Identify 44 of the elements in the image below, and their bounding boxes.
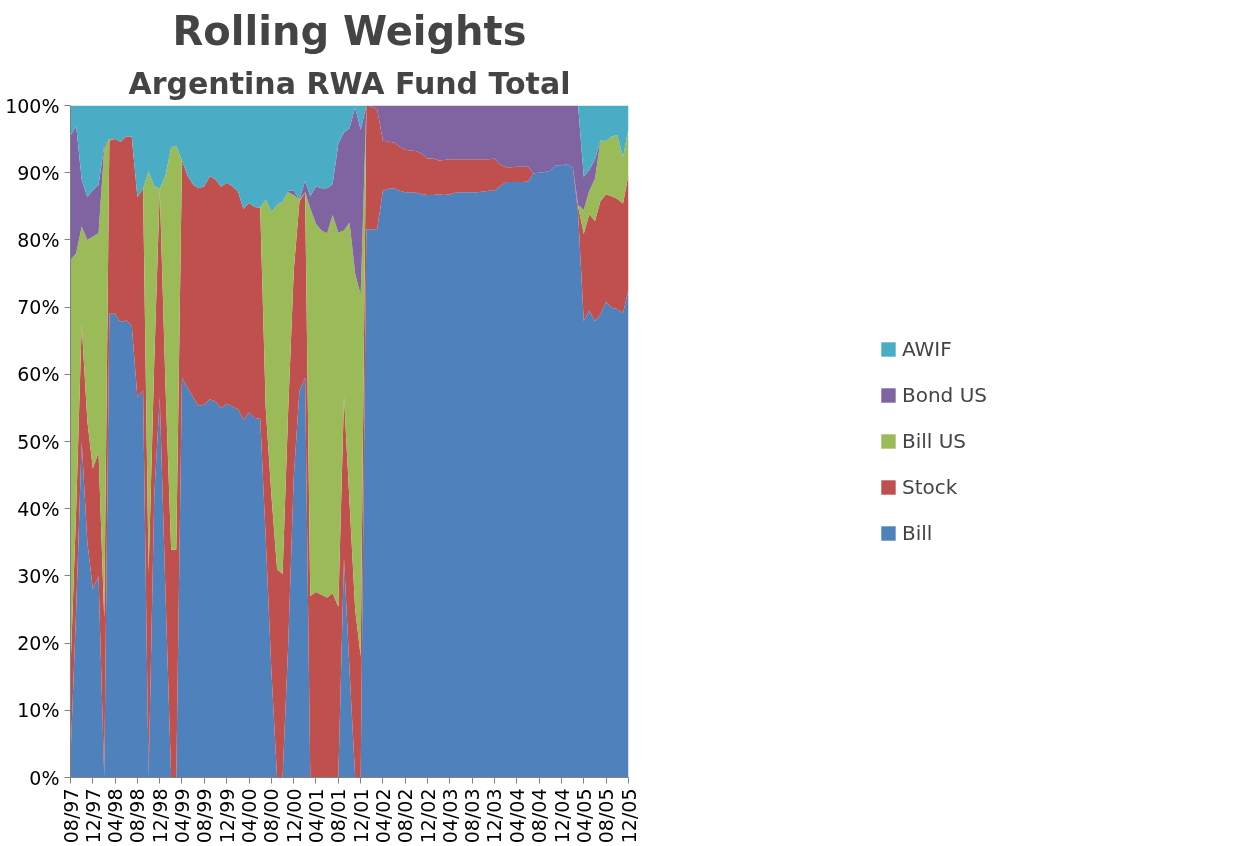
y-tick-label: 100% (5, 94, 60, 117)
x-tick-label: 04/04 (505, 788, 528, 844)
x-tick-label: 08/03 (461, 788, 484, 844)
x-tick-label: 12/00 (282, 788, 305, 844)
x-tick-label: 08/00 (260, 788, 283, 844)
chart-subtitle: Argentina RWA Fund Total (128, 65, 571, 101)
y-tick-label: 20% (17, 632, 60, 655)
x-tick-label: 12/05 (617, 788, 640, 844)
y-tick-label: 50% (17, 430, 60, 453)
chart-title: Rolling Weights (172, 7, 527, 54)
y-tick-label: 80% (17, 228, 60, 251)
x-tick-label: 12/03 (483, 788, 506, 844)
x-tick-label: 08/04 (528, 788, 551, 844)
x-tick-label: 12/99 (215, 788, 238, 844)
legend-label: Stock (901, 475, 958, 499)
x-tick-label: 08/01 (327, 788, 350, 844)
y-tick-label: 70% (17, 296, 60, 319)
x-tick-label: 04/00 (238, 788, 261, 844)
legend-label: Bond US (901, 383, 988, 407)
x-tick-label: 08/05 (595, 788, 618, 844)
y-tick-label: 60% (17, 363, 60, 386)
x-tick-label: 12/02 (416, 788, 439, 844)
legend-label: AWIF (901, 337, 952, 361)
x-tick-label: 08/97 (59, 788, 82, 844)
x-tick-label: 08/02 (394, 788, 417, 844)
x-tick-label: 04/98 (104, 788, 127, 844)
legend-label: Bill (901, 521, 933, 545)
x-tick-label: 08/98 (126, 788, 149, 844)
x-tick-label: 04/99 (170, 788, 193, 844)
x-tick-label: 08/99 (193, 788, 216, 844)
x-tick-label: 04/03 (438, 788, 461, 844)
y-tick-label: 90% (17, 161, 60, 184)
x-tick-label: 12/97 (81, 788, 104, 844)
x-tick-label: 04/02 (371, 788, 394, 844)
y-tick-label: 30% (17, 564, 60, 587)
x-tick-label: 12/01 (349, 788, 372, 844)
y-tick-label: 40% (17, 497, 60, 520)
y-tick-label: 0% (29, 766, 60, 789)
legend-label: Bill US (901, 429, 967, 453)
x-tick-label: 12/98 (148, 788, 171, 844)
y-tick-label: 10% (17, 699, 60, 722)
x-tick-label: 04/05 (572, 788, 595, 844)
x-tick-label: 12/04 (550, 788, 573, 844)
x-tick-label: 04/01 (304, 788, 327, 844)
